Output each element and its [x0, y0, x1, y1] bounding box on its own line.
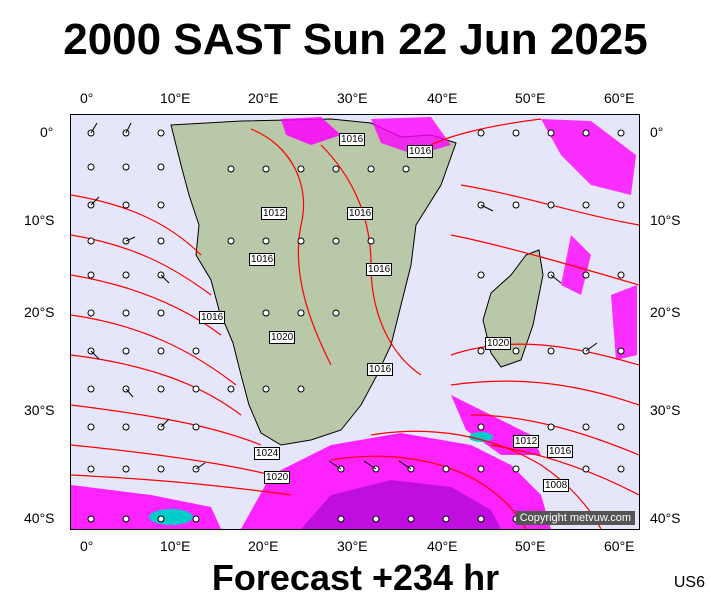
- lon-label-bottom: 20°E: [248, 538, 279, 554]
- wind-barb-staffs: [90, 122, 598, 470]
- isobar-label: 1016: [249, 253, 276, 266]
- isobar-label: 1020: [264, 471, 291, 484]
- lat-label-left: 20°S: [24, 304, 55, 320]
- isobar-label: 1016: [366, 263, 393, 276]
- lat-label-left: 30°S: [24, 402, 55, 418]
- rain-east: [561, 235, 591, 295]
- lon-label-bottom: 50°E: [515, 538, 546, 554]
- lon-label-bottom: 10°E: [160, 538, 191, 554]
- lon-label-bottom: 40°E: [427, 538, 458, 554]
- lat-label-right: 10°S: [650, 212, 681, 228]
- rain-band-sw: [71, 485, 221, 529]
- isobar-label: 1012: [261, 207, 288, 220]
- isobar-label: 1016: [199, 311, 226, 324]
- isobar-label: 1016: [347, 207, 374, 220]
- map-canvas: [71, 117, 639, 529]
- rain-band-core: [301, 480, 501, 529]
- lon-label-bottom: 0°: [80, 538, 94, 554]
- africa-landmass: [170, 118, 457, 446]
- rain-ne: [541, 119, 636, 195]
- isobar-label: 1008: [543, 479, 570, 492]
- rain-far-east: [611, 285, 637, 360]
- isobar-label: 1016: [339, 133, 366, 146]
- lon-label-top: 0°: [80, 90, 94, 106]
- isobar-label: 1020: [269, 331, 296, 344]
- lon-label-bottom: 30°E: [337, 538, 368, 554]
- lat-label-right: 0°: [650, 124, 664, 140]
- copyright-notice: Copyright metvuw.com: [515, 511, 635, 525]
- isobar-label: 1024: [254, 447, 281, 460]
- isobar-label: 1016: [367, 363, 394, 376]
- lon-label-top: 60°E: [604, 90, 635, 106]
- lon-label-top: 40°E: [427, 90, 458, 106]
- rain-cell-se: [469, 432, 493, 442]
- lat-label-left: 40°S: [24, 510, 55, 526]
- lat-label-left: 0°: [40, 124, 54, 140]
- lon-label-bottom: 60°E: [604, 538, 635, 554]
- isobar-label: 1012: [513, 435, 540, 448]
- forecast-label: Forecast +234 hr: [211, 557, 500, 598]
- region-code: US6: [673, 574, 705, 591]
- lon-label-top: 30°E: [337, 90, 368, 106]
- rain-cell-sw: [149, 509, 193, 525]
- weather-map: 1016 1016 1012 1016 1016 1016 1016 1020 …: [70, 114, 640, 530]
- lon-label-top: 50°E: [515, 90, 546, 106]
- lat-label-right: 40°S: [650, 510, 681, 526]
- lon-label-top: 20°E: [248, 90, 279, 106]
- isobar-label: 1016: [407, 145, 434, 158]
- lat-label-left: 10°S: [24, 212, 55, 228]
- lat-label-right: 30°S: [650, 402, 681, 418]
- isobar-label: 1020: [485, 337, 512, 350]
- lon-label-top: 10°E: [160, 90, 191, 106]
- lat-label-right: 20°S: [650, 304, 681, 320]
- map-title: 2000 SAST Sun 22 Jun 2025: [63, 15, 648, 64]
- isobar-label: 1016: [547, 445, 574, 458]
- rain-north: [281, 117, 341, 145]
